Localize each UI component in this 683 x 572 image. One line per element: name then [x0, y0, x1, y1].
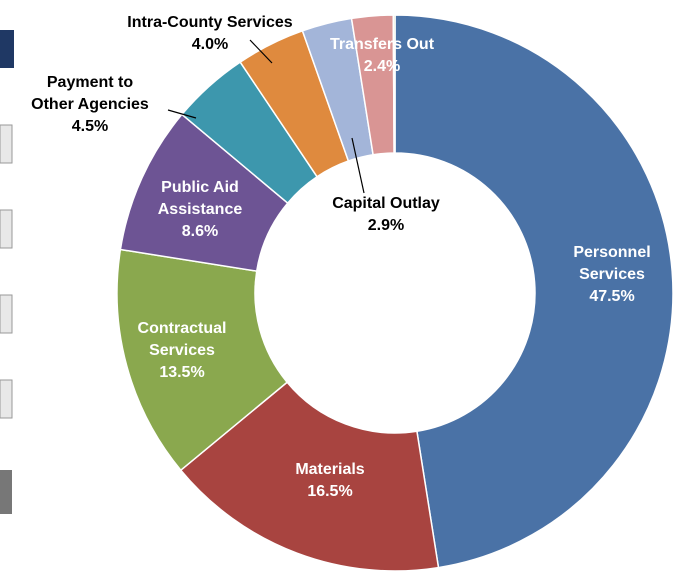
slice-label: Contractual Services 13.5% [127, 318, 237, 384]
category-label: Payment to Other Agencies [31, 74, 149, 113]
category-label: Materials [295, 461, 365, 478]
slice-label: Public Aid Assistance 8.6% [150, 177, 250, 243]
value-label: 8.6% [181, 223, 219, 240]
category-label: Personnel Services [573, 244, 651, 283]
category-label: Public Aid Assistance [157, 179, 243, 218]
category-label: Transfers Out [329, 36, 435, 53]
slice-label: Personnel Services 47.5% [557, 242, 667, 308]
value-label: 2.9% [367, 217, 405, 234]
decor-cell [0, 124, 13, 164]
value-label: 47.5% [589, 288, 635, 305]
slice-label: Intra-County Services 4.0% [85, 12, 335, 56]
decor-cell [0, 470, 12, 514]
category-label: Intra-County Services [127, 14, 293, 31]
donut-slice [179, 381, 440, 572]
value-label: 13.5% [159, 364, 205, 381]
donut-slice [392, 14, 396, 154]
slice-label: Materials 16.5% [270, 459, 390, 503]
slice-label: Transfers Out 2.4% [302, 34, 462, 78]
category-label: Capital Outlay [332, 195, 440, 212]
donut-slice [394, 14, 674, 569]
leader-line [249, 39, 273, 64]
slice-label: Payment to Other Agencies 4.5% [28, 72, 153, 138]
value-label: 4.0% [191, 36, 229, 53]
leader-line [351, 137, 365, 194]
leader-line [167, 109, 197, 119]
value-label: 16.5% [307, 483, 353, 500]
decor-cell [0, 209, 13, 249]
category-label: Contractual Services [137, 320, 227, 359]
decor-cell [0, 294, 13, 334]
decor-block [0, 30, 14, 68]
value-label: 4.5% [71, 118, 109, 135]
value-label: 2.4% [363, 58, 401, 75]
decor-cell [0, 379, 13, 419]
slice-label: Capital Outlay 2.9% [306, 193, 466, 237]
